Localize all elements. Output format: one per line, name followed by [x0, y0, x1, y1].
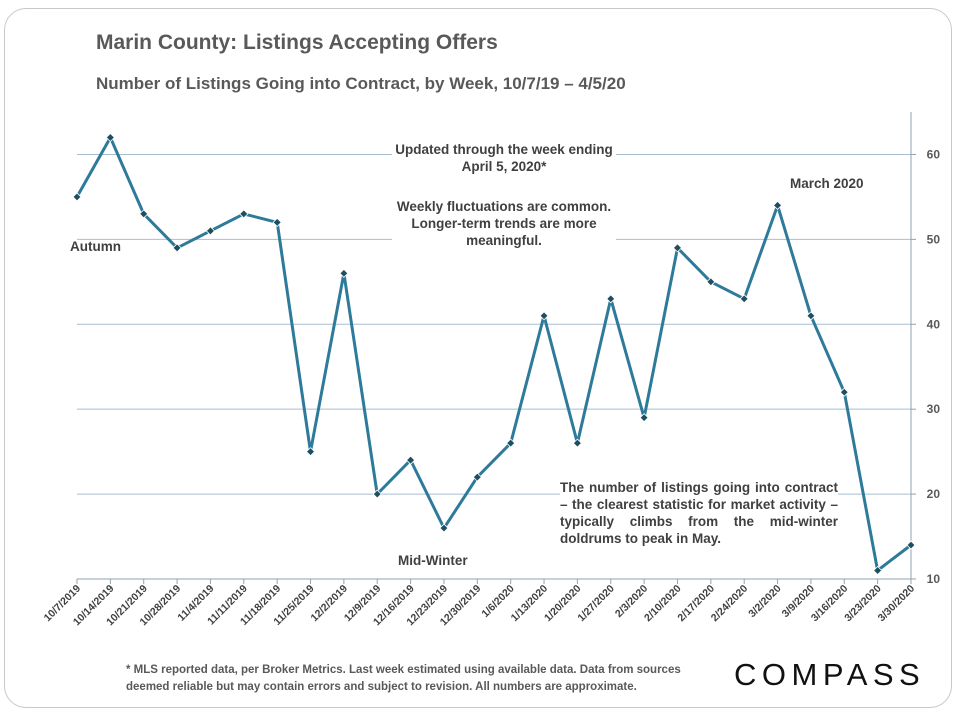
annotation-note: The number of listings going into contra…	[560, 479, 838, 547]
data-point	[873, 565, 883, 576]
y-axis-tick-labels: 10 20 30 40 50 60	[927, 147, 941, 586]
annotation-autumn: Autumn	[70, 239, 121, 254]
axes	[76, 112, 916, 584]
y-tick-label: 10	[927, 572, 941, 586]
data-point	[606, 294, 616, 304]
y-tick-label: 60	[927, 147, 941, 161]
data-point	[706, 277, 716, 287]
annotation-updated: Updated through the week ending April 5,…	[392, 141, 616, 175]
data-point	[739, 294, 749, 304]
data-point	[372, 489, 382, 499]
annotation-mid-winter: Mid-Winter	[398, 553, 468, 568]
data-point	[439, 523, 449, 533]
data-point	[772, 200, 783, 210]
series-listings	[72, 132, 916, 576]
data-point	[305, 447, 316, 457]
data-point	[406, 455, 416, 465]
data-point	[339, 268, 349, 278]
footnote: * MLS reported data, per Broker Metrics.…	[126, 664, 681, 693]
data-point	[272, 217, 282, 227]
data-point	[806, 311, 816, 321]
y-tick-label: 30	[927, 402, 941, 416]
x-axis-tick-labels: 10/7/201910/14/201910/21/201910/28/20191…	[42, 583, 918, 629]
data-point	[906, 540, 916, 550]
x-tick-label: 2/24/2020	[709, 583, 751, 625]
y-tick-label: 40	[927, 317, 941, 331]
data-point	[139, 209, 149, 219]
chart-frame	[4, 8, 952, 708]
data-point	[506, 438, 516, 448]
series-line	[75, 136, 912, 572]
data-point	[572, 438, 582, 448]
x-tick-label: 3/30/2020	[876, 583, 918, 625]
data-point	[205, 226, 216, 236]
data-point	[72, 192, 82, 202]
y-tick-label: 50	[927, 232, 941, 246]
x-tick-label: 1/27/2020	[575, 583, 617, 625]
data-point	[172, 243, 182, 253]
data-point	[472, 472, 482, 482]
x-tick-label: 3/2/2020	[746, 583, 783, 620]
annotation-fluctuations: Weekly fluctuations are common. Longer-t…	[392, 198, 616, 249]
compass-logo: COMPASS	[734, 657, 926, 692]
chart-subtitle: Number of Listings Going into Contract, …	[96, 74, 626, 93]
data-point	[539, 311, 549, 321]
data-point	[239, 209, 249, 219]
data-point	[639, 413, 649, 423]
chart-title: Marin County: Listings Accepting Offers	[96, 31, 498, 54]
data-point	[672, 243, 683, 253]
data-point	[839, 387, 849, 397]
annotation-march-2020: March 2020	[790, 176, 864, 191]
y-tick-label: 20	[927, 487, 941, 501]
data-point	[105, 132, 115, 143]
